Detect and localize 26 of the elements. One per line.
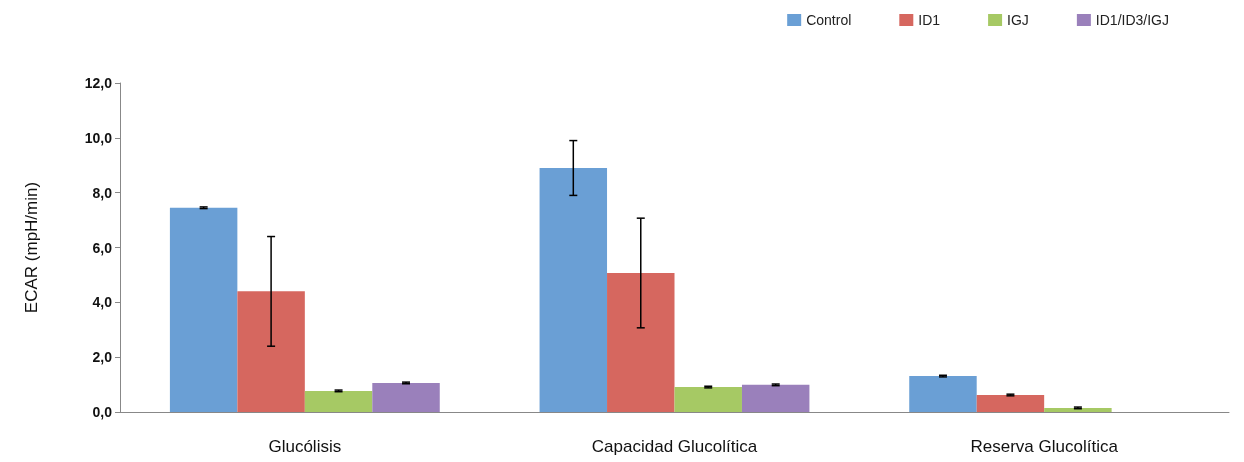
y-tick-label: 10,0 — [84, 129, 113, 146]
bar — [237, 291, 305, 412]
bar — [607, 273, 675, 412]
x-tick-label: Reserva Glucolítica — [970, 437, 1119, 456]
bar — [372, 382, 440, 412]
bar — [169, 207, 238, 412]
y-tick-label: 12,0 — [84, 75, 113, 91]
bar — [1044, 407, 1112, 412]
y-axis-title: ECAR (mpH/min) — [22, 181, 41, 314]
legend-label: Control — [806, 12, 852, 28]
y-tick-label: 0,0 — [92, 404, 113, 420]
bar — [304, 390, 373, 412]
y-tick-label: 8,0 — [92, 184, 113, 201]
legend-label: ID1/ID3/IGJ — [1095, 12, 1170, 28]
bar — [674, 387, 742, 412]
x-tick-label: Capacidad Glucolítica — [591, 437, 758, 456]
bar — [741, 384, 810, 412]
legend-label: IGJ — [1007, 12, 1029, 28]
x-tick-label: Glucólisis — [268, 437, 342, 456]
bar — [909, 376, 977, 412]
legend-label: ID1 — [918, 12, 941, 28]
y-tick-label: 4,0 — [92, 294, 113, 311]
y-tick-label: 2,0 — [92, 349, 113, 366]
y-tick-label: 6,0 — [92, 239, 113, 256]
bar — [976, 395, 1045, 412]
bar — [539, 167, 608, 412]
